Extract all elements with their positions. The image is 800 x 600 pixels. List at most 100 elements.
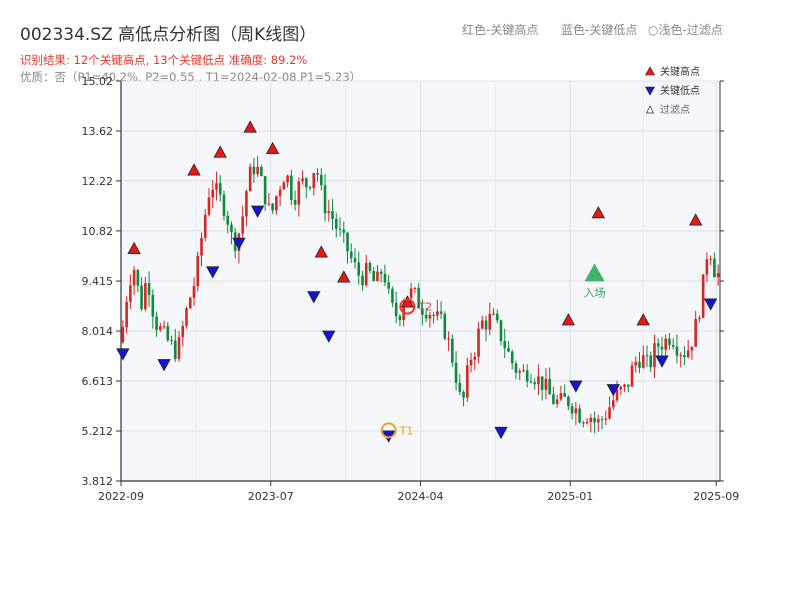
candle-body xyxy=(282,182,286,190)
t1-marker xyxy=(380,422,397,439)
candle-body xyxy=(297,181,301,205)
candle-body xyxy=(200,237,203,256)
candle-body xyxy=(166,326,170,341)
candle-body xyxy=(368,263,372,271)
candle-body xyxy=(612,400,615,408)
t2-label: T2 xyxy=(417,301,432,314)
candle-body xyxy=(140,285,143,310)
candle-body xyxy=(626,384,630,387)
candle-body xyxy=(443,313,447,339)
candle-body xyxy=(308,187,312,189)
y-tick-label: 12.22 xyxy=(82,175,114,188)
candle-body xyxy=(155,316,158,330)
candle-body xyxy=(323,185,327,214)
candles xyxy=(121,156,720,434)
candle-body xyxy=(211,189,215,198)
candle-body xyxy=(192,285,196,298)
key-low-marker xyxy=(322,330,336,343)
candle-body xyxy=(327,211,331,214)
candle-body xyxy=(413,287,417,289)
candle-body xyxy=(679,355,682,357)
candle-body xyxy=(705,259,709,275)
candle-body xyxy=(694,318,697,347)
key-high-marker xyxy=(243,120,257,133)
candle-body xyxy=(432,314,435,316)
candle-body xyxy=(349,251,353,259)
candle-body xyxy=(256,166,259,175)
candle-body xyxy=(597,419,600,423)
candle-body xyxy=(473,356,477,360)
candle-body xyxy=(218,183,222,195)
candle-body xyxy=(290,175,293,201)
x-tick-label: 2025-09 xyxy=(693,490,739,503)
hint-blue-low: 蓝色-关键低点 xyxy=(561,23,638,37)
candle-body xyxy=(196,255,200,286)
candle-body xyxy=(649,355,653,368)
candle-body xyxy=(222,194,226,216)
candle-body xyxy=(675,346,679,356)
key-low-marker xyxy=(250,205,265,218)
candle-body xyxy=(499,320,503,342)
candle-body xyxy=(488,314,492,330)
candle-body xyxy=(469,359,473,366)
candle-body xyxy=(226,215,229,225)
x-tick-label: 2023-07 xyxy=(248,490,294,503)
candle-body xyxy=(645,355,649,357)
candle-body xyxy=(484,320,488,330)
key-high-marker xyxy=(127,241,141,254)
candle-body xyxy=(312,172,316,189)
key-high-marker xyxy=(591,206,606,219)
candle-body xyxy=(203,214,207,238)
candle-body xyxy=(215,183,218,190)
candle-body xyxy=(574,408,578,414)
candle-body xyxy=(278,189,282,197)
candle-body xyxy=(421,308,424,315)
candle-body xyxy=(690,346,694,351)
candle-body xyxy=(129,285,132,302)
candle-body xyxy=(181,325,185,338)
candle-body xyxy=(641,355,645,368)
candle-body xyxy=(671,344,675,347)
candle-body xyxy=(619,386,623,390)
candle-body xyxy=(151,294,155,317)
y-tick-label: 10.82 xyxy=(82,225,114,238)
candle-body xyxy=(653,343,656,368)
candle-body xyxy=(271,203,274,211)
key-low-marker xyxy=(116,348,130,361)
candle-body xyxy=(451,338,454,363)
candle-body xyxy=(709,258,712,260)
candle-body xyxy=(207,197,211,215)
candle-body xyxy=(398,316,402,321)
candle-body xyxy=(716,273,720,278)
candle-body xyxy=(334,219,338,229)
key-low-marker xyxy=(232,237,246,251)
candle-body xyxy=(563,393,566,397)
candle-body xyxy=(353,258,357,263)
candle-body xyxy=(540,376,544,390)
candle-body xyxy=(286,175,289,183)
candle-body xyxy=(316,172,319,175)
key-high-marker xyxy=(561,313,576,326)
y-tick-label: 6.613 xyxy=(82,375,114,388)
candle-body xyxy=(604,418,608,420)
candle-body xyxy=(713,258,716,278)
candle-body xyxy=(252,166,256,175)
candle-body xyxy=(529,381,533,383)
candle-body xyxy=(417,287,420,309)
candle-body xyxy=(188,297,192,309)
candle-body xyxy=(230,224,233,233)
candle-body xyxy=(376,271,379,282)
candle-body xyxy=(447,338,450,340)
candle-body xyxy=(364,263,368,286)
hint-filtered: ○浅色-过滤点 xyxy=(648,23,723,37)
candle-body xyxy=(147,283,151,295)
key-low-marker xyxy=(206,266,220,279)
candle-body xyxy=(372,270,376,282)
candle-body xyxy=(559,393,563,400)
candle-body xyxy=(338,228,342,230)
entry-label: 入场 xyxy=(584,285,606,299)
y-tick-label: 15.02 xyxy=(82,75,114,88)
candle-body xyxy=(177,337,181,359)
candle-body xyxy=(465,365,469,398)
key-high-marker xyxy=(337,270,351,283)
